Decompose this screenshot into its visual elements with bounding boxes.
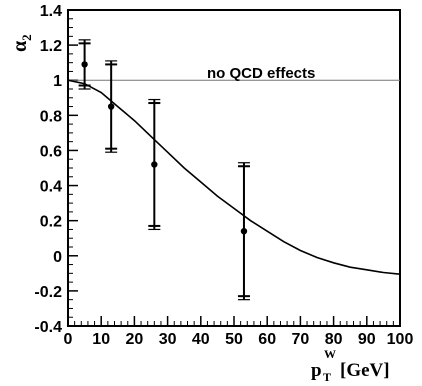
y-tick-label: -0.2 <box>34 284 62 301</box>
data-point <box>107 103 115 110</box>
y-tick-label: 1.2 <box>40 38 62 55</box>
x-tick-label: 60 <box>258 331 276 348</box>
x-tick-label: 100 <box>387 331 414 348</box>
data-point <box>151 161 158 168</box>
x-axis-title-sup: W <box>324 347 336 361</box>
x-axis-title-sub: T <box>323 370 331 384</box>
x-tick-label: 40 <box>192 331 210 348</box>
theory-curve <box>67 79 401 275</box>
x-tick-label: 10 <box>92 331 110 348</box>
y-tick-label: 0.4 <box>40 179 62 196</box>
y-tick-label: 0.2 <box>40 214 62 231</box>
y-tick-label: -0.4 <box>34 319 62 336</box>
y-tick-label: 1.4 <box>40 3 62 20</box>
x-tick-label: 80 <box>325 331 343 348</box>
y-axis-title-main: α <box>9 41 31 52</box>
x-tick-label: 30 <box>159 331 177 348</box>
reference-line-label: no QCD effects <box>207 65 315 82</box>
x-tick-label: 20 <box>126 331 144 348</box>
y-tick-label: 0 <box>53 249 62 266</box>
data-point <box>240 228 248 235</box>
x-tick-label: 90 <box>358 331 376 348</box>
y-tick-label: 0.8 <box>40 108 62 125</box>
x-axis-title-main: p <box>311 360 322 381</box>
y-axis-title-sub: 2 <box>19 34 34 41</box>
plot-frame <box>67 9 401 327</box>
y-axis-title: α2 <box>9 34 34 52</box>
data-point <box>81 61 88 68</box>
x-axis-title: p <box>311 360 322 381</box>
y-tick-label: 1 <box>53 73 62 90</box>
x-tick-label: 50 <box>225 331 243 348</box>
x-tick-label: 0 <box>64 331 73 348</box>
x-axis-title-unit: [GeV] <box>340 360 390 381</box>
x-tick-label: 70 <box>292 331 310 348</box>
y-tick-label: 0.6 <box>40 143 62 160</box>
